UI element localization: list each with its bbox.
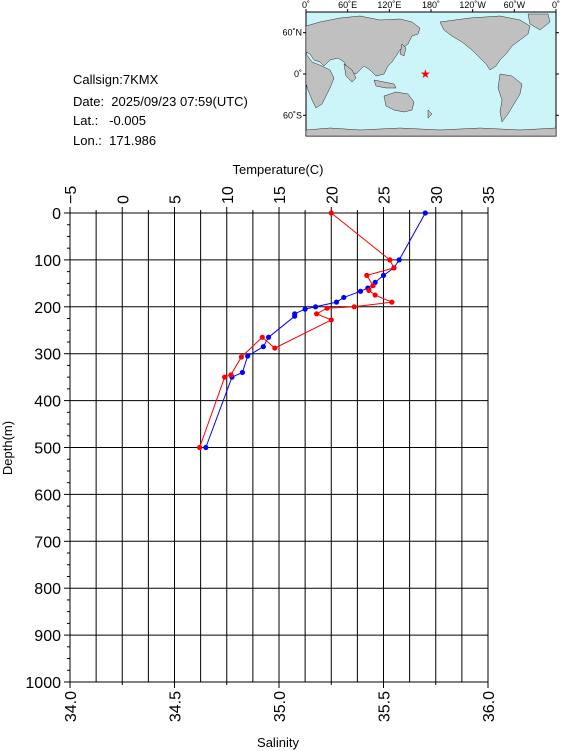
map-latitude-tick-label: 60˚N <box>282 28 302 38</box>
depth-tick-label: 200 <box>34 300 61 317</box>
temperature-tick-label: 30 <box>429 186 446 204</box>
temperature-series-line <box>205 212 426 448</box>
map-longitude-tick-label: 120˚W <box>459 0 486 10</box>
temperature-tick-label: 20 <box>324 186 341 204</box>
map-longitude-ticks: 0˚ 60˚E 120˚E 180˚ 120˚W 60˚W 0˚ <box>302 0 560 12</box>
temperature-data-point <box>312 304 319 310</box>
temperature-tick-label: 0 <box>115 195 132 204</box>
temperature-ticks: −5 0 5 10 15 20 25 30 35 <box>63 186 498 213</box>
temperature-data-point <box>260 344 266 350</box>
depth-tick-label: 300 <box>34 347 61 364</box>
depth-tick-label: 1000 <box>25 675 61 692</box>
map-longitude-tick-label: 120˚E <box>377 0 401 10</box>
salinity-data-point <box>314 311 320 317</box>
depth-tick-label: 400 <box>34 394 61 411</box>
land-antarctica <box>305 127 557 137</box>
map-longitude-tick-label: 60˚E <box>338 0 357 10</box>
map-longitude-tick-label: 0˚ <box>552 0 560 10</box>
salinity-data-point <box>238 354 244 360</box>
land-india <box>343 63 357 83</box>
salinity-data-point <box>272 345 278 351</box>
temperature-data-point <box>380 272 387 278</box>
depth-axis-label: Depth(m) <box>0 421 15 475</box>
salinity-data-point <box>366 287 372 293</box>
plot-grid <box>70 213 488 682</box>
salinity-tick-label: 35.5 <box>377 691 394 722</box>
salinity-data-point <box>351 304 357 310</box>
depth-tick-label: 0 <box>52 206 61 223</box>
temperature-data-point <box>422 210 428 216</box>
latitude-label: Lat.: -0.005 <box>73 113 146 128</box>
salinity-ticks: 34.0 34.5 35.0 35.5 36.0 <box>63 682 498 722</box>
land-indonesia <box>373 79 397 89</box>
map-latitude-tick-label: 60˚S <box>283 110 302 120</box>
temperature-tick-label: 5 <box>168 195 185 204</box>
temperature-data-point <box>302 306 308 312</box>
temperature-data-point <box>333 299 340 305</box>
date-label: Date: 2025/09/23 07:59(UTC) <box>73 94 248 109</box>
depth-tick-label: 800 <box>34 581 61 598</box>
map-latitude-ticks: 60˚N 0˚ 60˚S <box>282 28 559 120</box>
temperature-tick-label: −5 <box>63 186 80 204</box>
land-new-zealand <box>427 109 433 119</box>
temperature-tick-label: 25 <box>377 186 394 204</box>
salinity-data-point <box>364 272 370 278</box>
land-greenland <box>527 13 551 31</box>
temperature-data-point <box>239 369 246 376</box>
salinity-data-point <box>387 257 393 263</box>
salinity-data-point <box>196 444 203 451</box>
land-eurasia <box>305 15 421 77</box>
salinity-data-point <box>259 334 265 340</box>
temperature-data-point <box>357 288 364 294</box>
salinity-data-point <box>228 372 234 378</box>
temperature-data-point <box>292 313 298 319</box>
salinity-tick-label: 34.0 <box>63 691 80 722</box>
temperature-tick-label: 15 <box>272 186 289 204</box>
salinity-data-point <box>370 283 376 289</box>
salinity-data-point <box>389 299 395 305</box>
depth-tick-label: 700 <box>34 534 61 551</box>
depth-tick-label: 500 <box>34 441 61 458</box>
callsign-label: Callsign:7KMX <box>73 72 159 87</box>
station-marker-icon: ★ <box>420 67 431 81</box>
depth-ticks: 0 100 200 300 400 500 600 700 800 900 1000 <box>25 206 70 692</box>
depth-tick-label: 600 <box>34 487 61 504</box>
temperature-data-point <box>203 444 209 451</box>
temperature-data-point <box>341 294 347 301</box>
depth-tick-label: 900 <box>34 628 61 645</box>
salinity-data-point <box>328 317 334 323</box>
depth-tick-label: 100 <box>34 253 61 270</box>
salinity-axis-label: Salinity <box>257 735 299 750</box>
temperature-data-point <box>396 257 402 263</box>
salinity-data-point <box>324 305 330 311</box>
map-land <box>305 13 557 137</box>
temperature-tick-label: 10 <box>220 186 237 204</box>
salinity-data-point <box>391 265 397 271</box>
data-series <box>196 210 428 451</box>
map-longitude-tick-label: 60˚W <box>504 0 526 10</box>
map-longitude-tick-label: 0˚ <box>302 0 310 10</box>
salinity-series-line <box>199 212 395 448</box>
map-latitude-tick-label: 0˚ <box>294 69 302 79</box>
salinity-tick-label: 34.5 <box>168 691 185 722</box>
land-africa <box>305 53 335 109</box>
land-australia <box>383 91 415 113</box>
longitude-label: Lon.: 171.986 <box>73 133 157 148</box>
land-north-america <box>439 15 531 71</box>
land-japan <box>399 43 407 57</box>
salinity-tick-label: 36.0 <box>481 691 498 722</box>
temperature-data-point <box>245 353 251 359</box>
salinity-data-point <box>222 374 228 380</box>
land-south-america <box>497 73 523 123</box>
map-longitude-tick-label: 180˚ <box>422 0 440 10</box>
temperature-data-point <box>265 334 272 340</box>
world-map: 0˚ 60˚E 120˚E 180˚ 120˚W 60˚W 0˚ 60˚N 0˚ 60˚S ★ <box>282 0 560 137</box>
salinity-data-point <box>372 292 378 298</box>
temperature-axis-label: Temperature(C) <box>232 162 323 177</box>
temperature-tick-label: 35 <box>481 186 498 204</box>
salinity-tick-label: 35.0 <box>272 691 289 722</box>
salinity-data-point <box>328 210 334 216</box>
